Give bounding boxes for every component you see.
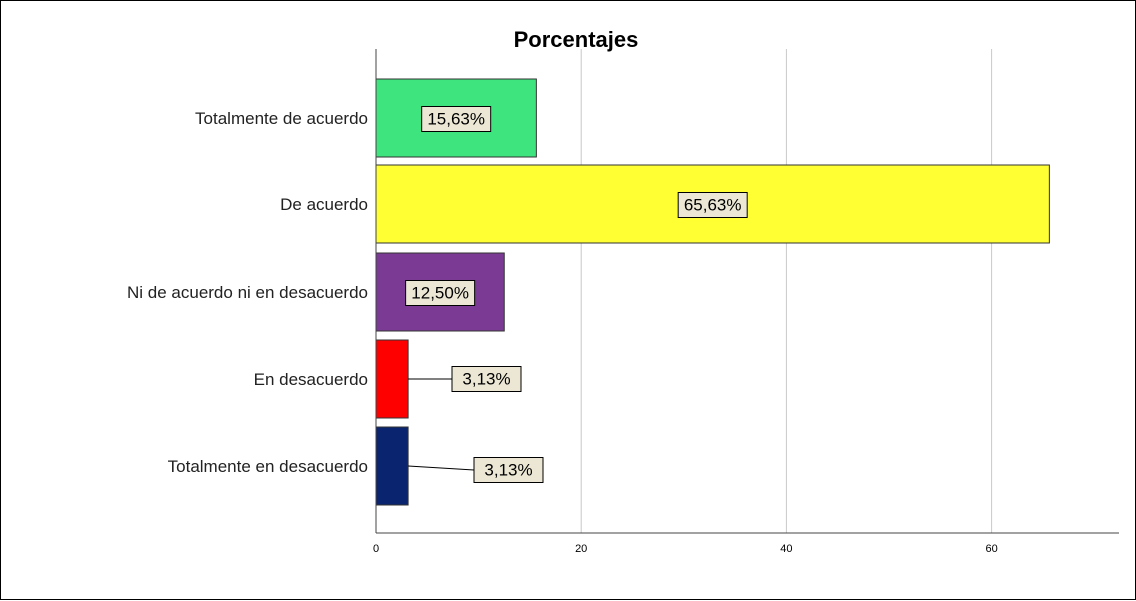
data-label-box	[421, 106, 492, 132]
bar	[375, 426, 409, 506]
category-label: Ni de acuerdo ni en desacuerdo	[127, 283, 368, 302]
data-label: 3,13%	[462, 370, 510, 389]
x-tick-label: 0	[373, 543, 379, 555]
data-labels: 15,63% 65,63% 12,50% 3,13% 3,13%	[405, 106, 748, 483]
data-label: 12,50%	[411, 284, 469, 303]
data-label: 65,63%	[684, 196, 742, 215]
axes: 0 20 40 60 Totalmente de acuerdo De acuerdo Ni…	[127, 49, 1119, 555]
data-label-box	[677, 192, 748, 218]
category-label: Totalmente en desacuerdo	[168, 457, 368, 476]
x-tick-label: 60	[985, 543, 997, 555]
data-label-box	[405, 280, 476, 306]
chart-title: Porcentajes	[514, 27, 639, 52]
category-label: De acuerdo	[280, 195, 368, 214]
label-leader-line	[408, 465, 475, 471]
x-tick-label: 20	[575, 543, 587, 555]
x-tick-label: 40	[780, 543, 792, 555]
data-label-box	[473, 457, 544, 483]
category-label: Totalmente de acuerdo	[195, 109, 368, 128]
bars	[375, 78, 1050, 506]
data-label: 3,13%	[484, 461, 532, 480]
data-label: 15,63%	[427, 110, 485, 129]
category-label: En desacuerdo	[254, 370, 368, 389]
data-label-box	[451, 366, 522, 392]
gridlines	[580, 49, 993, 533]
bar	[375, 339, 409, 419]
